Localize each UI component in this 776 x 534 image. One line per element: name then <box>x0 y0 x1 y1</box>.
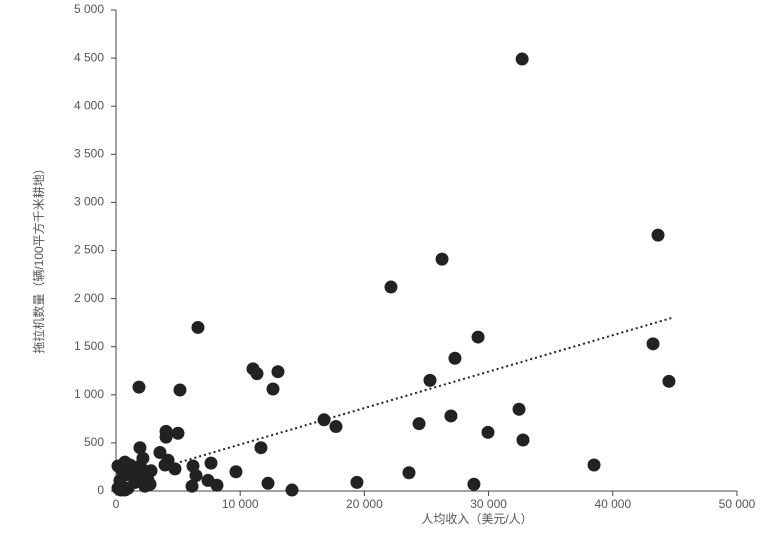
point <box>191 320 205 334</box>
point <box>136 463 150 477</box>
point <box>435 252 449 266</box>
point <box>587 458 601 472</box>
point <box>210 478 224 492</box>
point <box>133 441 147 455</box>
point <box>153 446 167 460</box>
point <box>515 52 529 66</box>
x-tick-label: 50 000 <box>719 497 756 511</box>
point <box>412 417 426 431</box>
point <box>402 466 416 480</box>
y-tick-label: 5 000 <box>74 2 104 16</box>
point <box>662 374 676 388</box>
x-axis-label: 人均收入（美元/人） <box>421 512 532 526</box>
y-tick-label: 500 <box>84 435 104 449</box>
y-tick-label: 3 500 <box>74 146 104 160</box>
x-tick-label: 20 000 <box>346 497 383 511</box>
point <box>350 475 364 489</box>
point <box>329 420 343 434</box>
point <box>173 383 187 397</box>
point <box>384 280 398 294</box>
y-tick-label: 1 000 <box>74 387 104 401</box>
point <box>118 483 132 497</box>
y-axis-label: 拖拉机数量（辆/100平方千米耕地） <box>31 162 46 353</box>
trendline <box>179 316 673 464</box>
point <box>266 382 280 396</box>
point <box>185 479 199 493</box>
x-tick-label: 0 <box>113 497 120 511</box>
point <box>159 430 173 444</box>
y-tick-label: 2 000 <box>74 291 104 305</box>
point <box>285 483 299 497</box>
point <box>250 367 264 381</box>
point <box>143 477 157 491</box>
point <box>481 425 495 439</box>
y-tick-label: 0 <box>97 483 104 497</box>
x-tick-label: 10 000 <box>222 497 259 511</box>
point <box>467 477 481 491</box>
point <box>512 402 526 416</box>
point <box>189 469 203 483</box>
point <box>651 228 665 242</box>
x-tick-label: 30 000 <box>470 497 507 511</box>
point <box>168 462 182 476</box>
point <box>448 351 462 365</box>
point <box>271 365 285 379</box>
x-tick-label: 40 000 <box>594 497 631 511</box>
point <box>444 409 458 423</box>
point <box>516 433 530 447</box>
point <box>132 380 146 394</box>
y-tick-label: 4 000 <box>74 98 104 112</box>
point <box>229 465 243 479</box>
point <box>204 456 218 470</box>
point <box>158 458 172 472</box>
y-tick-label: 2 500 <box>74 243 104 257</box>
y-tick-label: 4 500 <box>74 50 104 64</box>
y-tick-label: 1 500 <box>74 339 104 353</box>
point <box>471 330 485 344</box>
point <box>171 426 185 440</box>
point <box>261 476 275 490</box>
y-tick-label: 3 000 <box>74 195 104 209</box>
point <box>646 337 660 351</box>
point <box>254 441 268 455</box>
point <box>423 373 437 387</box>
